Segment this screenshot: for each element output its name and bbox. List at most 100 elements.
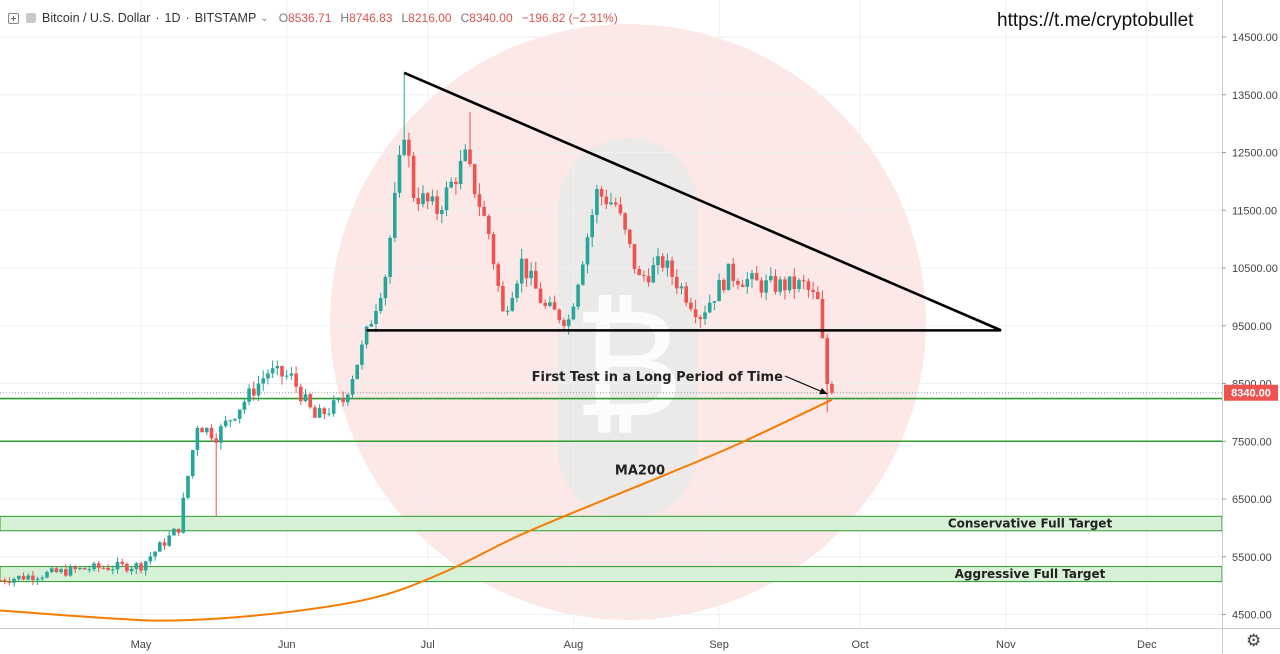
candle-body	[26, 575, 30, 580]
candle-body	[331, 400, 336, 414]
candle-body	[623, 213, 627, 230]
y-tick-label: 7500.00	[1232, 436, 1272, 448]
candle-body	[496, 264, 500, 286]
candle-body	[2, 579, 7, 582]
candle-body	[778, 279, 782, 292]
candle-body	[186, 475, 190, 498]
y-tick-label: 5500.00	[1232, 552, 1272, 564]
candle-body	[548, 302, 552, 306]
interval[interactable]: 1D	[164, 11, 181, 25]
candle-body	[613, 202, 618, 205]
candle-body	[820, 299, 825, 338]
candle-body	[590, 214, 594, 238]
price-badge	[1224, 384, 1278, 401]
candle-body	[717, 279, 721, 302]
candle-body	[233, 418, 237, 421]
candle-body	[205, 427, 209, 433]
symbol-name[interactable]: Bitcoin / U.S. Dollar	[42, 11, 151, 25]
candle-body	[393, 192, 397, 238]
candle-body	[209, 427, 214, 439]
candle-body	[294, 373, 298, 387]
candle-body	[477, 194, 482, 207]
ohlc-close: C8340.00	[460, 11, 513, 25]
candle-body	[120, 561, 124, 564]
annotation-arrowhead	[819, 387, 828, 395]
candle-body	[12, 578, 16, 583]
candle-body	[731, 263, 735, 281]
candle-body	[237, 409, 242, 419]
ohlc-open: O8536.71	[278, 11, 332, 25]
candle-body	[825, 337, 829, 385]
candle-body	[609, 202, 613, 205]
candle-body	[411, 155, 416, 199]
exchange[interactable]: BITSTAMP	[194, 11, 257, 25]
candle-body	[214, 438, 218, 443]
candle-body	[656, 256, 660, 266]
candle-body	[355, 364, 359, 380]
candle-body	[299, 386, 303, 402]
ma200-line	[0, 398, 833, 622]
candle-body	[604, 196, 609, 205]
candle-body	[646, 276, 651, 283]
candle-body	[505, 310, 510, 312]
x-tick-label: Aug	[564, 639, 584, 651]
aggressive-target-label: Aggressive Full Target	[955, 567, 1106, 581]
candle-body	[82, 567, 87, 570]
candle-body	[289, 373, 294, 376]
candle-body	[670, 260, 674, 277]
candle-body	[158, 542, 162, 552]
candle-body	[106, 568, 110, 570]
annotation-arrow	[784, 375, 828, 395]
chart-header: Bitcoin / U.S. Dollar · 1D · BITSTAMP ⌄ …	[8, 9, 618, 27]
gear-icon[interactable]: ⚙	[1246, 631, 1262, 650]
candle-body	[769, 276, 773, 281]
candle-body	[684, 286, 688, 303]
candle-body	[87, 569, 92, 571]
candle-body	[313, 407, 317, 418]
candle-body	[115, 561, 120, 570]
candle-body	[454, 181, 458, 185]
candle-body	[595, 188, 599, 215]
chevron-down-icon[interactable]: ⌄	[260, 12, 269, 24]
candle-body	[360, 344, 364, 365]
candle-body	[806, 281, 811, 290]
candle-body	[153, 551, 157, 557]
candle-body	[172, 528, 176, 536]
candle-body	[341, 398, 345, 403]
collapse-toggle-icon[interactable]	[8, 12, 19, 24]
candle-body	[378, 298, 383, 311]
candle-body	[703, 312, 707, 319]
candle-body	[665, 260, 670, 268]
candle-body	[40, 577, 45, 579]
y-tick-label: 6500.00	[1232, 494, 1272, 506]
candle-body	[73, 566, 77, 570]
y-tick-label: 4500.00	[1232, 610, 1272, 622]
ohlc-low: L8216.00	[401, 11, 452, 25]
candle-body	[792, 276, 797, 289]
candle-body	[59, 569, 63, 573]
y-tick-label: 14500.00	[1232, 32, 1278, 44]
candle-body	[430, 196, 435, 202]
x-tick-label: Oct	[852, 639, 869, 651]
candle-body	[783, 279, 787, 291]
candle-body	[280, 366, 284, 377]
y-tick-label: 13500.00	[1232, 90, 1278, 102]
candle-body	[585, 237, 590, 265]
candle-body	[346, 394, 350, 403]
candle-body	[675, 276, 679, 289]
candle-body	[134, 563, 139, 569]
candle-body	[261, 378, 265, 384]
candle-body	[830, 384, 834, 393]
candle-body	[759, 280, 764, 293]
candle-body	[167, 535, 171, 546]
candle-body	[501, 285, 505, 312]
candle-body	[562, 320, 566, 326]
candle-body	[764, 280, 768, 293]
candle-body	[256, 383, 261, 396]
candle-body	[162, 542, 167, 546]
candle-body	[515, 283, 519, 298]
candle-body	[101, 567, 106, 569]
first-test-annotation: First Test in a Long Period of Time	[532, 370, 783, 385]
